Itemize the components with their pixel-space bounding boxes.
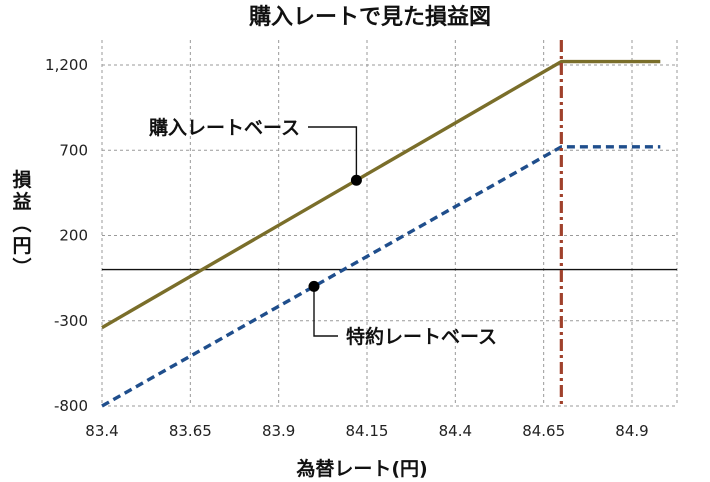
y-tick-label: 700 [59, 141, 88, 159]
series-line-1 [101, 145, 661, 408]
y-tick-labels: 1,200 700 200 -300 -800 [45, 56, 88, 415]
annotation-dot [350, 174, 362, 186]
x-tick-labels: 83.4 83.65 83.9 84.15 84.4 84.65 84.9 [85, 422, 648, 440]
x-tick-label: 84.65 [522, 422, 565, 440]
y-tick-label: -300 [54, 312, 88, 330]
x-tick-label: 84.9 [615, 422, 648, 440]
y-axis-label: 損益︵円︶ [12, 169, 32, 279]
chart-title: 購入レートで見た損益図 [249, 4, 491, 30]
annotation-leader [313, 286, 338, 337]
y-tick-label: 1,200 [45, 56, 88, 74]
x-tick-label: 83.9 [262, 422, 295, 440]
series-layer [101, 59, 661, 408]
annotation-label: 特約レートベース [346, 325, 497, 348]
series-line-0 [101, 59, 661, 330]
y-tick-label: -800 [54, 397, 88, 415]
annotation-dot [308, 280, 320, 292]
y-tick-label: 200 [59, 227, 88, 245]
grid [101, 40, 678, 407]
x-axis-label: 為替レート(円) [296, 457, 427, 480]
x-tick-label: 84.15 [346, 422, 389, 440]
x-tick-label: 83.4 [85, 422, 118, 440]
annotation-leader [308, 126, 358, 181]
x-tick-label: 84.4 [439, 422, 472, 440]
x-tick-label: 83.65 [169, 422, 212, 440]
annotation-label: 購入レートベース [149, 116, 300, 139]
